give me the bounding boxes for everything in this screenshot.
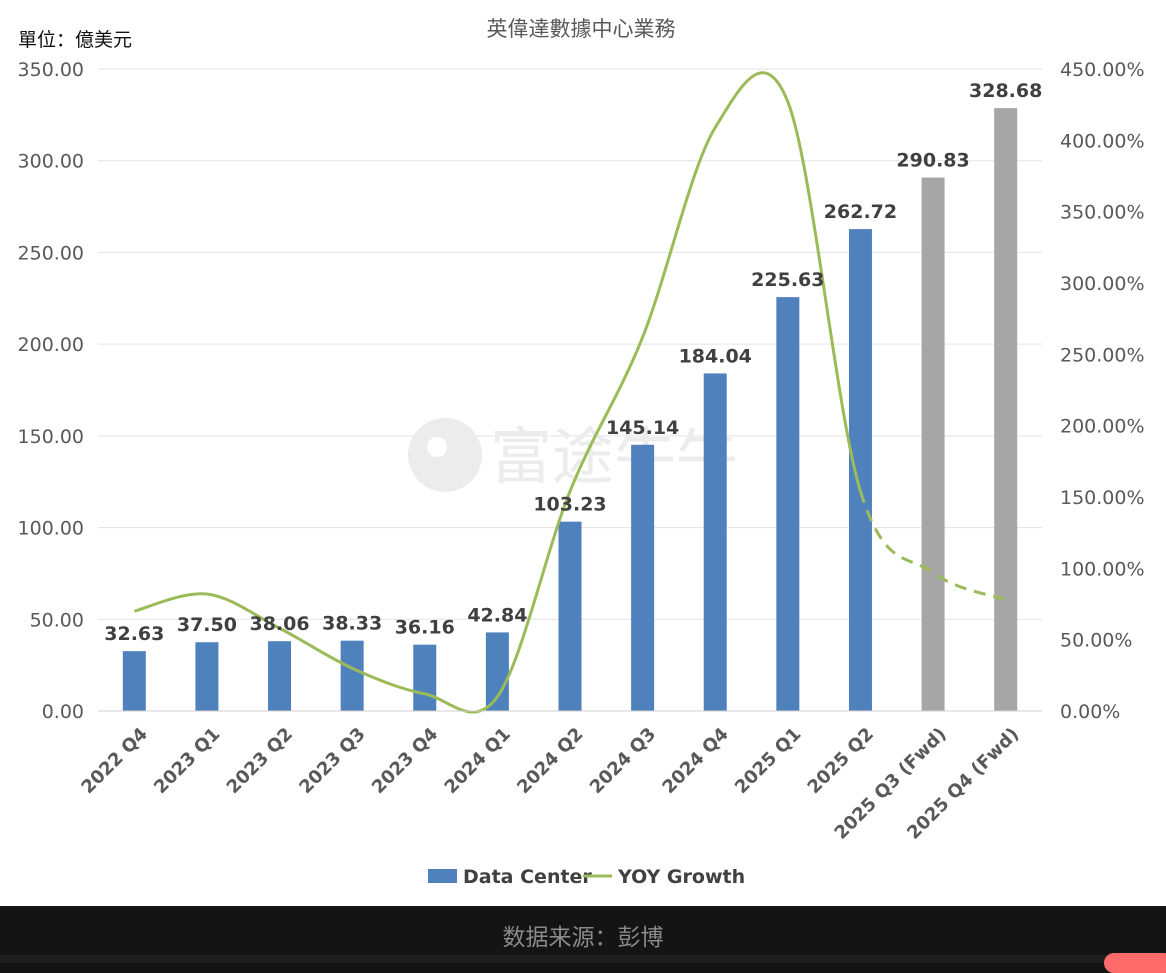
- bar-value-label: 290.83: [896, 150, 969, 172]
- bar-value-label: 184.04: [679, 345, 752, 367]
- bar-2024-q3: [631, 444, 655, 711]
- bottom-strip: [0, 955, 1166, 963]
- y-right-tick-label: 400.00%: [1060, 130, 1145, 152]
- x-tick-label: 2024 Q3: [586, 724, 660, 798]
- bar-value-label: 38.33: [322, 613, 382, 635]
- legend-label-data-center: Data Center: [463, 866, 592, 888]
- y-left-tick-label: 100.00: [18, 518, 84, 540]
- bar-2024-q1: [485, 632, 509, 711]
- bar-2022-q4: [122, 651, 146, 711]
- y-right-tick-label: 150.00%: [1060, 487, 1145, 509]
- x-tick-label: 2025 Q2: [804, 724, 878, 798]
- bar-2025-q1: [776, 297, 800, 711]
- x-tick-label: 2023 Q4: [368, 724, 442, 798]
- chart-svg: 富途牛牛 32.63 37.50 38.06 38.33 36.16 42.84 103.2…: [18, 17, 1145, 888]
- bar-2024-q4: [703, 373, 727, 711]
- y-right-tick-label: 200.00%: [1060, 416, 1145, 438]
- y-left-tick-label: 0.00: [42, 701, 84, 723]
- bar-2023-q1: [195, 642, 219, 711]
- bar-value-label: 36.16: [395, 617, 455, 639]
- source-caption: 数据来源：彭博: [502, 925, 664, 951]
- chart-title: 英偉達數據中心業務: [487, 17, 676, 41]
- bar-2023-q3: [340, 640, 364, 711]
- x-tick-label: 2025 Q1: [731, 724, 805, 798]
- y-left-tick-label: 150.00: [18, 426, 84, 448]
- y-left-tick-label: 250.00: [18, 242, 84, 264]
- bar-value-label: 328.68: [969, 80, 1042, 102]
- bar-2023-q2: [268, 641, 292, 711]
- y-left-tick-label: 50.00: [30, 609, 84, 631]
- y-right-tick-label: 450.00%: [1060, 59, 1145, 81]
- watermark-text: 富途牛牛: [490, 420, 738, 493]
- y-right-tick-label: 100.00%: [1060, 558, 1145, 580]
- watermark-logo-icon: [408, 418, 482, 492]
- y-right-tick-label: 50.00%: [1060, 630, 1132, 652]
- x-tick-label: 2023 Q3: [295, 724, 369, 798]
- legend: Data Center YOY Growth: [428, 866, 745, 888]
- y-right-tick-label: 300.00%: [1060, 273, 1145, 295]
- bar-value-label: 32.63: [104, 623, 164, 645]
- unit-label: 單位：億美元: [18, 29, 132, 51]
- yoy-growth-line: [133, 71, 862, 714]
- bar-value-label: 225.63: [751, 269, 824, 291]
- x-tick-label: 2023 Q1: [150, 724, 224, 798]
- bar-2023-q4: [413, 644, 437, 711]
- x-tick-label: 2024 Q4: [658, 724, 732, 798]
- bar-value-label: 262.72: [824, 201, 897, 223]
- x-tick-label: 2022 Q4: [77, 724, 151, 798]
- bar-2025-q4-fwd: [994, 108, 1018, 711]
- y-right-tick-label: 350.00%: [1060, 202, 1145, 224]
- watermark-logo-eye: [427, 437, 447, 457]
- legend-label-yoy-growth: YOY Growth: [617, 866, 745, 888]
- bar-2024-q2: [558, 521, 582, 711]
- y-left-tick-label: 300.00: [18, 151, 84, 173]
- notification-badge: [1104, 953, 1166, 973]
- bar-value-label: 42.84: [467, 604, 527, 626]
- x-tick-label: 2024 Q2: [513, 724, 587, 798]
- bar-value-label: 145.14: [606, 417, 679, 439]
- yoy-growth-forecast-line: [859, 490, 1007, 602]
- chart-panel: 富途牛牛 32.63 37.50 38.06 38.33 36.16 42.84 103.2…: [0, 0, 1166, 906]
- y-left-tick-label: 350.00: [18, 59, 84, 81]
- x-tick-label: 2023 Q2: [223, 724, 297, 798]
- bar-value-label: 38.06: [249, 613, 309, 635]
- legend-swatch-data-center: [428, 869, 457, 883]
- bar-2025-q3-fwd: [921, 177, 945, 712]
- bar-2025-q2: [848, 229, 872, 712]
- y-right-tick-label: 0.00%: [1060, 701, 1120, 723]
- bar-value-label: 103.23: [533, 494, 606, 516]
- bar-value-label: 37.50: [177, 614, 237, 636]
- y-left-tick-label: 200.00: [18, 334, 84, 356]
- x-tick-label: 2024 Q1: [441, 724, 515, 798]
- y-right-tick-label: 250.00%: [1060, 344, 1145, 366]
